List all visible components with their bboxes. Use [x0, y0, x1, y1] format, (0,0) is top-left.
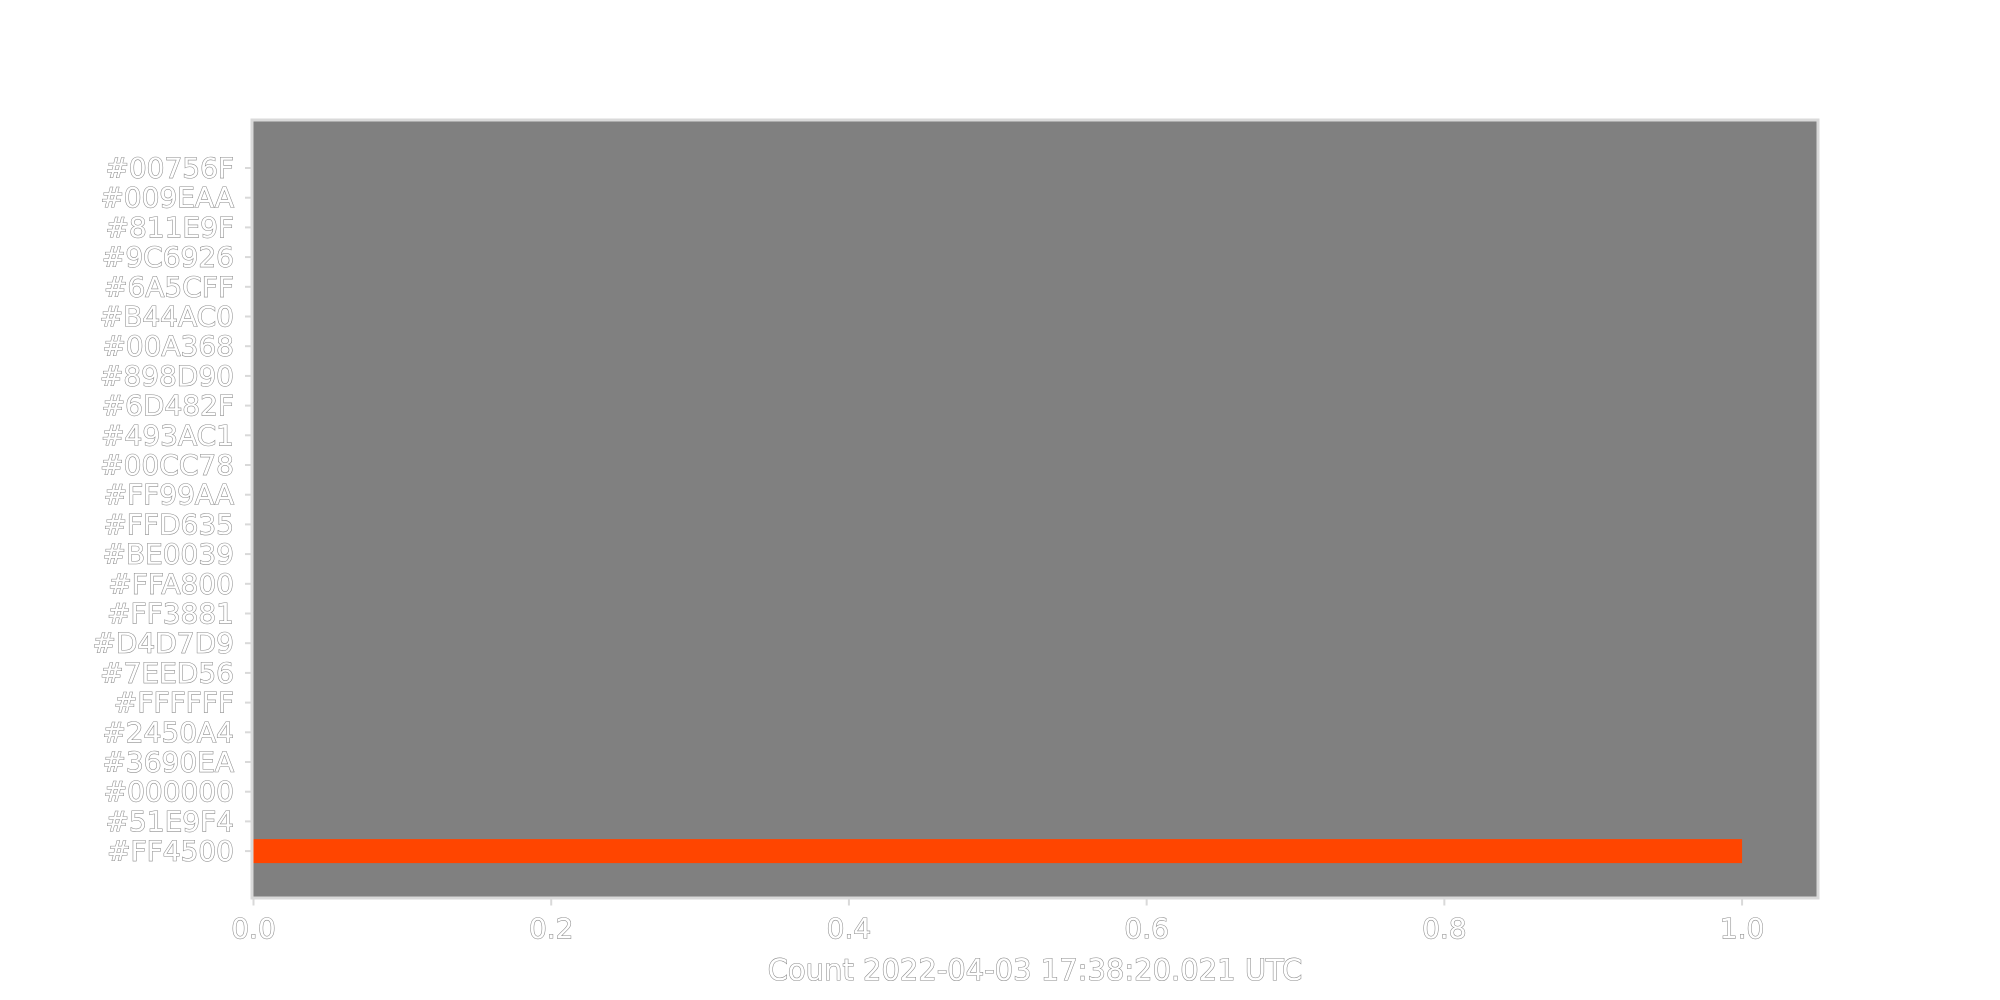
- y-tick-label: #51E9F4: [105, 805, 234, 838]
- y-tick-label: #D4D7D9: [92, 627, 234, 660]
- y-tick-label: #BE0039: [102, 538, 234, 571]
- y-tick-label: #2450A4: [102, 716, 234, 749]
- y-tick-label: #6D482F: [102, 389, 234, 422]
- y-tick-label: #FFD635: [103, 508, 234, 541]
- y-tick-label: #FF4500: [107, 835, 234, 868]
- y-tick-label: #811E9F: [105, 211, 234, 244]
- x-tick-label: 0.8: [1422, 912, 1467, 945]
- y-tick-label: #B44AC0: [100, 300, 234, 333]
- y-tick-label: #000000: [104, 775, 234, 808]
- x-axis-title: Count 2022-04-03 17:38:20.021 UTC: [768, 953, 1303, 987]
- y-tick-label: #FFFFFF: [114, 686, 234, 719]
- y-tick-label: #898D90: [100, 359, 234, 392]
- y-axis-ticks: #00756F#009EAA#811E9F#9C6926#6A5CFF#B44A…: [92, 151, 252, 868]
- plot-area: [253, 121, 1817, 897]
- y-tick-label: #009EAA: [100, 181, 234, 214]
- x-tick-label: 0.0: [231, 912, 276, 945]
- x-tick-label: 1.0: [1720, 912, 1765, 945]
- bars-group: [253, 839, 1743, 864]
- plot-frame: [250, 118, 1820, 900]
- y-tick-label: #493AC1: [101, 419, 234, 452]
- y-tick-label: #00CC78: [100, 449, 234, 482]
- x-axis-ticks: 0.0 0.2 0.4 0.6 0.8 1.0: [231, 898, 1765, 946]
- y-tick-label: #FFA800: [108, 567, 234, 600]
- x-tick-label: 0.4: [827, 912, 872, 945]
- y-tick-label: #7EED56: [100, 656, 234, 689]
- x-tick-label: 0.2: [529, 912, 574, 945]
- y-tick-label: #00756F: [105, 152, 234, 185]
- y-tick-label: #FF99AA: [104, 478, 234, 511]
- bar: [253, 839, 1743, 864]
- y-tick-label: #FF3881: [107, 597, 234, 630]
- y-tick-label: #9C6926: [102, 241, 234, 274]
- y-tick-label: #00A368: [102, 330, 234, 363]
- x-tick-label: 0.6: [1124, 912, 1169, 945]
- y-tick-label: #3690EA: [102, 746, 234, 779]
- y-tick-label: #6A5CFF: [104, 270, 234, 303]
